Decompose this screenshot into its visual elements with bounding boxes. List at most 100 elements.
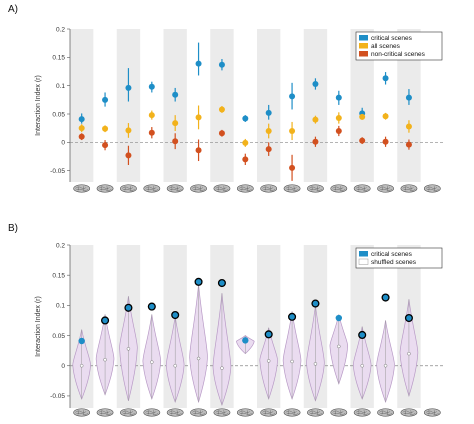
data-point xyxy=(265,128,272,134)
data-point xyxy=(335,314,343,322)
violin-median xyxy=(196,356,201,361)
legend-label: non-critical scenes xyxy=(371,51,426,58)
violin-median xyxy=(173,363,177,368)
brain-icon xyxy=(120,408,137,417)
legend-label: critical scenes xyxy=(371,35,413,42)
data-point xyxy=(358,330,367,340)
brain-icon xyxy=(120,184,137,193)
data-point xyxy=(195,147,202,154)
data-point xyxy=(172,138,179,145)
data-point xyxy=(405,94,412,101)
brain-icon xyxy=(400,408,418,417)
data-point xyxy=(102,96,109,103)
brain-icon xyxy=(143,408,161,417)
y-tick-label: 0.1 xyxy=(56,303,65,310)
data-point xyxy=(312,116,319,123)
y-axis-label: Interaction Index (r) xyxy=(35,75,42,136)
data-point xyxy=(101,316,110,325)
brain-icon xyxy=(73,408,91,417)
legend-swatch xyxy=(359,251,368,257)
y-tick-label: 0.15 xyxy=(52,272,65,279)
data-point xyxy=(125,152,132,159)
violin-median xyxy=(79,363,84,368)
brain-icon xyxy=(190,408,207,417)
brain-icon xyxy=(423,408,441,417)
violin-median xyxy=(150,360,154,364)
brain-icon xyxy=(377,184,394,193)
legend-swatch xyxy=(358,258,369,265)
category-band xyxy=(70,29,94,182)
legend-label: shuffled scenes xyxy=(371,259,417,266)
data-point xyxy=(359,113,366,120)
data-point xyxy=(195,114,202,121)
brain-icon xyxy=(353,408,371,417)
brain-icon xyxy=(283,408,301,417)
y-tick-label: 0.2 xyxy=(56,242,65,249)
brain-icon xyxy=(353,184,371,193)
data-point xyxy=(195,60,202,67)
data-point xyxy=(171,310,180,320)
brain-icon xyxy=(143,184,161,193)
category-band xyxy=(210,29,234,182)
violin-median xyxy=(290,359,294,364)
brain-icon xyxy=(377,408,394,417)
data-point xyxy=(335,128,342,134)
data-point xyxy=(125,84,132,91)
brain-icon xyxy=(283,184,301,193)
data-point xyxy=(78,133,85,140)
data-point xyxy=(78,125,85,132)
y-tick-label: 0.15 xyxy=(52,55,65,62)
y-tick-label: -0.05 xyxy=(50,393,65,400)
panel-b: B) -0.05 0 0.05 0.1 0.15 0.2 Interaction Index … xyxy=(8,223,444,417)
data-point xyxy=(242,337,249,344)
violin-median xyxy=(360,363,364,368)
data-point xyxy=(217,278,226,288)
data-point xyxy=(172,91,179,98)
data-point xyxy=(218,61,225,68)
data-point xyxy=(218,130,225,137)
brain-icon xyxy=(260,408,278,417)
legend-label: all scenes xyxy=(371,43,401,50)
data-point xyxy=(289,164,296,171)
panel-label: A) xyxy=(8,4,18,15)
brain-icon xyxy=(190,184,207,193)
violin-median xyxy=(220,366,224,370)
brain-icon xyxy=(236,408,254,417)
category-band xyxy=(116,29,141,182)
legend-swatch xyxy=(359,51,368,57)
data-point xyxy=(148,112,155,119)
violin-median xyxy=(383,363,388,368)
brain-icon xyxy=(307,408,324,417)
category-band xyxy=(163,29,187,182)
data-point xyxy=(102,125,109,132)
data-point xyxy=(265,109,272,116)
data-point xyxy=(289,128,296,134)
data-point xyxy=(405,123,412,130)
brain-icon xyxy=(400,184,418,193)
data-point xyxy=(312,138,319,145)
brain-icon xyxy=(166,184,184,193)
data-point xyxy=(78,337,85,345)
data-point xyxy=(359,137,366,144)
y-tick-label: 0 xyxy=(61,363,65,370)
brain-icon xyxy=(213,408,231,417)
category-band xyxy=(303,29,328,182)
y-axis-label: Interaction Index (r) xyxy=(35,296,42,357)
data-point xyxy=(382,113,389,120)
data-point xyxy=(265,146,272,153)
data-point xyxy=(382,75,389,82)
brain-icon xyxy=(307,184,324,193)
legend xyxy=(355,31,443,61)
data-point xyxy=(194,277,203,286)
y-tick-label: 0.1 xyxy=(56,83,65,90)
data-point xyxy=(405,141,412,148)
violin-median xyxy=(126,347,131,351)
data-point xyxy=(289,93,296,100)
panel-label: B) xyxy=(8,223,18,234)
data-point xyxy=(312,80,319,87)
data-point xyxy=(218,106,225,113)
data-point xyxy=(264,330,273,339)
brain-icon xyxy=(166,408,184,417)
data-point xyxy=(148,129,155,136)
